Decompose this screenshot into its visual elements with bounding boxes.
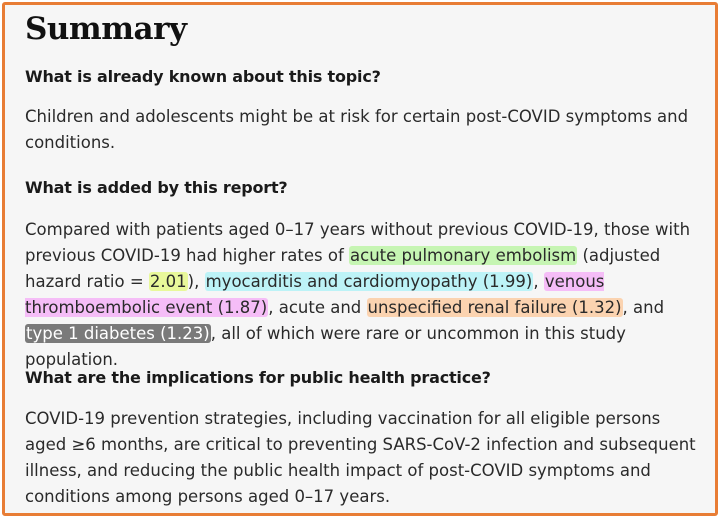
question-added: What is added by this report? — [25, 178, 288, 197]
question-implications: What are the implications for public hea… — [25, 368, 491, 387]
highlight-acute-pulmonary-embolism: acute pulmonary embolism — [349, 246, 578, 265]
highlight-hazard-ratio-value: 2.01 — [148, 272, 188, 291]
answer-added-text-6: , and — [622, 298, 665, 317]
question-known: What is already known about this topic? — [25, 67, 381, 86]
highlight-renal-failure: unspecified renal failure (1.32) — [366, 298, 623, 317]
answer-added-text-5: , acute and — [268, 298, 367, 317]
answer-added-text-1: Compared with patients aged 0–17 years w… — [25, 220, 691, 265]
summary-title: Summary — [25, 11, 187, 47]
highlight-type-1-diabetes: type 1 diabetes (1.23) — [25, 324, 211, 343]
answer-added-text-2: (adjusted hazard ratio = — [25, 246, 661, 291]
answer-implications: COVID-19 prevention strategies, includin… — [25, 409, 696, 506]
answer-added-text-4: , — [533, 272, 544, 291]
answer-added-text-7: , all of which were rare or uncommon in … — [25, 324, 626, 369]
highlight-myocarditis: myocarditis and cardiomyopathy (1.99) — [204, 272, 534, 291]
answer-added-text-3: ), — [187, 272, 205, 291]
answer-added: Compared with patients aged 0–17 years w… — [25, 217, 705, 373]
answer-known: Children and adolescents might be at ris… — [25, 107, 689, 152]
